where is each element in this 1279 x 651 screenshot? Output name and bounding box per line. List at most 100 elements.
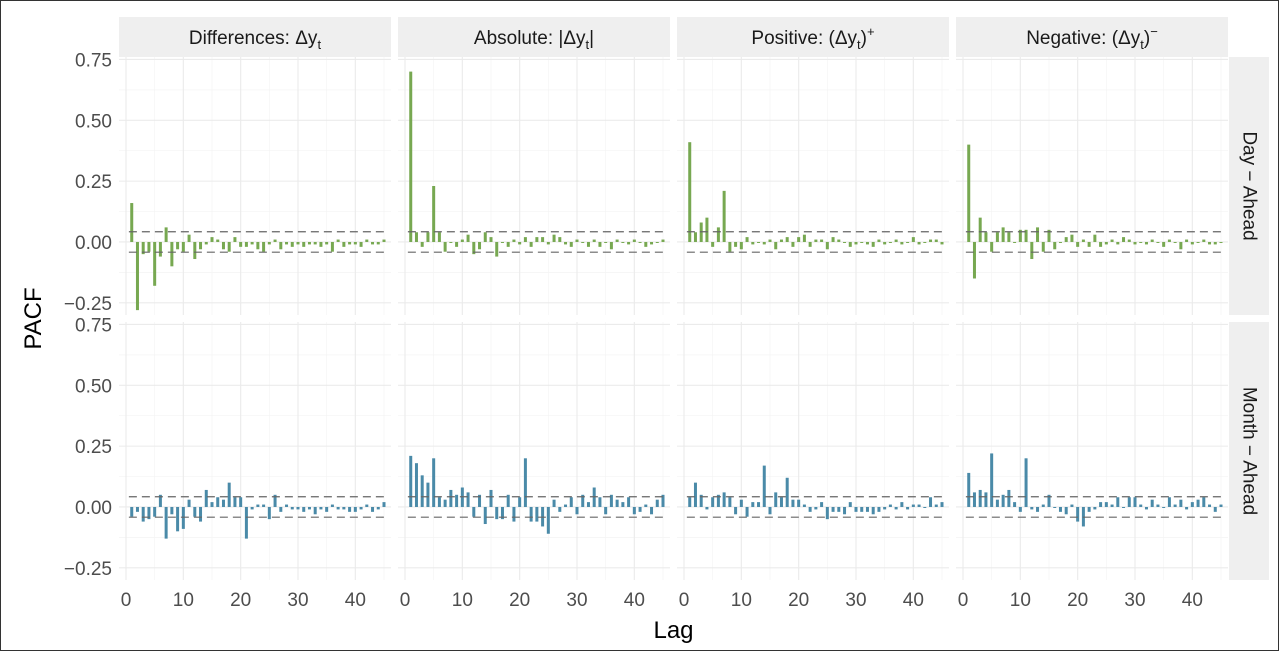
pacf-bar-lag-35 bbox=[1162, 507, 1165, 508]
pacf-bar-lag-19 bbox=[1070, 235, 1073, 242]
pacf-bar-lag-36 bbox=[610, 242, 613, 249]
pacf-bar-lag-8 bbox=[728, 497, 731, 507]
pacf-bar-lag-42 bbox=[644, 505, 647, 507]
pacf-bar-lag-14 bbox=[1042, 505, 1045, 507]
pacf-bar-lag-13 bbox=[1036, 507, 1039, 512]
pacf-bar-lag-36 bbox=[331, 242, 334, 252]
pacf-bar-lag-22 bbox=[809, 507, 812, 512]
pacf-bar-lag-2 bbox=[973, 242, 976, 279]
pacf-bar-lag-34 bbox=[598, 242, 601, 247]
pacf-bar-lag-37 bbox=[337, 507, 340, 509]
pacf-bar-lag-13 bbox=[757, 502, 760, 507]
panel-month-abs bbox=[398, 322, 670, 580]
strip-label-diff: Differences: Δyt bbox=[189, 28, 322, 52]
pacf-bar-lag-20 bbox=[797, 237, 800, 242]
pacf-bar-lag-20 bbox=[1076, 242, 1079, 247]
pacf-bar-lag-43 bbox=[650, 507, 653, 514]
pacf-bar-lag-29 bbox=[849, 242, 852, 247]
x-tick-label: 10 bbox=[173, 590, 194, 611]
pacf-bar-lag-33 bbox=[1151, 240, 1154, 242]
bars-day-pos bbox=[687, 142, 944, 252]
y-tick-label: −0.25 bbox=[64, 559, 112, 580]
pacf-bar-lag-44 bbox=[377, 507, 380, 509]
pacf-bar-lag-28 bbox=[843, 242, 846, 243]
strip-label-day: Day − Ahead bbox=[1239, 131, 1260, 240]
pacf-bar-lag-14 bbox=[205, 242, 208, 244]
pacf-bar-lag-40 bbox=[1191, 502, 1194, 507]
pacf-bar-lag-2 bbox=[415, 463, 418, 507]
pacf-bar-lag-30 bbox=[1134, 497, 1137, 507]
pacf-bar-lag-34 bbox=[877, 507, 880, 512]
pacf-bar-lag-45 bbox=[662, 240, 665, 242]
pacf-bar-lag-32 bbox=[308, 242, 311, 244]
pacf-bar-lag-45 bbox=[1220, 242, 1223, 243]
pacf-bar-lag-6 bbox=[438, 232, 441, 242]
pacf-bar-lag-7 bbox=[165, 507, 168, 539]
pacf-bar-lag-27 bbox=[837, 240, 840, 242]
pacf-bar-lag-41 bbox=[360, 242, 363, 247]
pacf-bar-lag-9 bbox=[734, 242, 737, 247]
pacf-bar-lag-8 bbox=[170, 507, 173, 514]
x-tick-label: 30 bbox=[845, 590, 866, 611]
pacf-bar-lag-22 bbox=[251, 507, 254, 509]
pacf-bar-lag-26 bbox=[274, 240, 277, 242]
pacf-bar-lag-20 bbox=[797, 500, 800, 507]
pacf-bar-lag-9 bbox=[455, 242, 458, 247]
pacf-bar-lag-41 bbox=[639, 242, 642, 243]
pacf-bar-lag-18 bbox=[786, 237, 789, 242]
pacf-bar-lag-16 bbox=[495, 507, 498, 519]
pacf-bar-lag-14 bbox=[1042, 242, 1045, 252]
pacf-bar-lag-11 bbox=[1025, 458, 1028, 507]
pacf-bar-lag-7 bbox=[165, 227, 168, 242]
pacf-bar-lag-42 bbox=[644, 242, 647, 247]
pacf-bar-lag-17 bbox=[222, 242, 225, 249]
pacf-bar-lag-32 bbox=[308, 507, 311, 509]
pacf-bar-lag-39 bbox=[627, 242, 630, 244]
pacf-bar-lag-8 bbox=[170, 242, 173, 266]
pacf-bar-lag-24 bbox=[262, 242, 265, 252]
pacf-bar-lag-1 bbox=[130, 203, 133, 242]
pacf-bar-lag-22 bbox=[530, 507, 533, 522]
pacf-bar-lag-35 bbox=[325, 507, 328, 512]
pacf-bar-lag-24 bbox=[1099, 502, 1102, 507]
pacf-bar-lag-12 bbox=[1030, 507, 1033, 509]
pacf-bar-lag-40 bbox=[354, 507, 357, 512]
pacf-bar-lag-36 bbox=[889, 505, 892, 507]
pacf-bar-lag-1 bbox=[409, 456, 412, 507]
pacf-bar-lag-11 bbox=[746, 507, 749, 517]
pacf-bar-lag-42 bbox=[1202, 497, 1205, 507]
y-tick-label: −0.25 bbox=[64, 294, 112, 315]
pacf-bar-lag-17 bbox=[780, 240, 783, 242]
bars-day-diff bbox=[129, 203, 386, 310]
pacf-bar-lag-44 bbox=[935, 240, 938, 242]
pacf-bar-lag-28 bbox=[1122, 507, 1125, 508]
pacf-bar-lag-44 bbox=[656, 500, 659, 507]
pacf-bar-lag-18 bbox=[1065, 507, 1068, 514]
pacf-bar-lag-31 bbox=[1139, 242, 1142, 243]
y-tick-label: 0.25 bbox=[75, 172, 112, 193]
pacf-bar-lag-35 bbox=[883, 507, 886, 509]
pacf-bar-lag-35 bbox=[1162, 242, 1165, 247]
x-tick-label: 10 bbox=[731, 590, 752, 611]
pacf-bar-lag-33 bbox=[872, 507, 875, 514]
pacf-bar-lag-13 bbox=[199, 242, 202, 249]
pacf-bar-lag-45 bbox=[941, 242, 944, 244]
pacf-bar-lag-45 bbox=[1220, 505, 1223, 507]
pacf-bar-lag-38 bbox=[900, 502, 903, 507]
pacf-bar-lag-38 bbox=[621, 502, 624, 507]
pacf-bar-lag-4 bbox=[147, 242, 150, 252]
y-tick-label: 0.25 bbox=[75, 437, 112, 458]
panel-day-diff bbox=[119, 57, 391, 315]
pacf-bar-lag-33 bbox=[593, 240, 596, 242]
pacf-bar-lag-45 bbox=[383, 240, 386, 242]
pacf-bar-lag-43 bbox=[371, 242, 374, 244]
pacf-bar-lag-27 bbox=[1116, 242, 1119, 244]
pacf-bar-lag-29 bbox=[291, 507, 294, 509]
bars-month-abs bbox=[408, 456, 665, 534]
pacf-bar-lag-42 bbox=[923, 507, 926, 508]
pacf-bar-lag-14 bbox=[205, 490, 208, 507]
pacf-bar-lag-26 bbox=[832, 507, 835, 512]
pacf-bar-lag-37 bbox=[616, 500, 619, 507]
pacf-bar-lag-21 bbox=[803, 235, 806, 242]
pacf-bar-lag-26 bbox=[553, 235, 556, 242]
